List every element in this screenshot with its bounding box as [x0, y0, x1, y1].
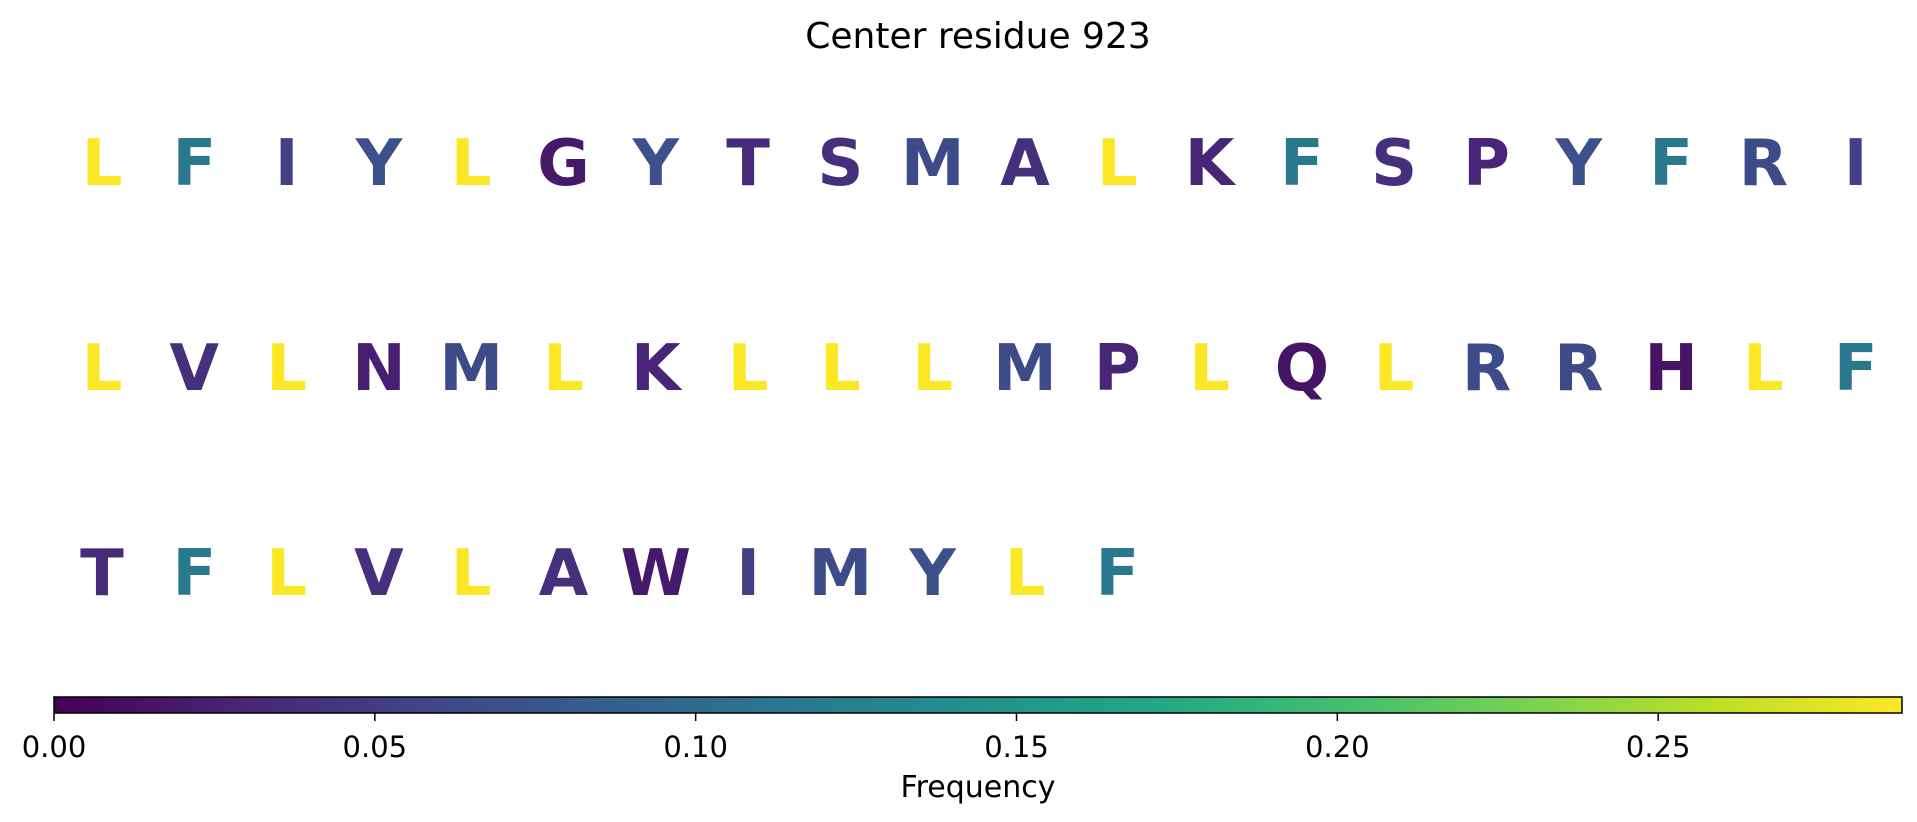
residue-letter: H	[1644, 332, 1698, 406]
residue-letter: F	[1834, 332, 1878, 406]
residue-letter: S	[817, 127, 863, 201]
residue-letter: F	[1280, 127, 1324, 201]
residue-letter: L	[451, 127, 492, 201]
residue-letter: L	[82, 332, 123, 406]
colorbar-tick-label: 0.10	[663, 730, 728, 764]
residue-letter: T	[726, 127, 770, 201]
colorbar-tick-label: 0.25	[1626, 730, 1691, 764]
residue-letter: F	[1095, 537, 1139, 611]
residue-letter: V	[170, 332, 220, 406]
residue-letter: F	[1649, 127, 1693, 201]
residue-letter: Y	[632, 127, 680, 201]
colorbar-tick-label: 0.20	[1305, 730, 1370, 764]
residue-letter: F	[172, 537, 216, 611]
colorbar-ticks: 0.00 0.05 0.10 0.15 0.20 0.25	[22, 713, 1691, 764]
residue-letter: L	[451, 537, 492, 611]
residue-letter: L	[1743, 332, 1784, 406]
residue-letter: Q	[1275, 332, 1329, 406]
residue-letter: L	[1189, 332, 1230, 406]
residue-letter: K	[631, 332, 683, 406]
residue-letter: L	[912, 332, 953, 406]
residue-letter: L	[82, 127, 123, 201]
colorbar: 0.00 0.05 0.10 0.15 0.20 0.25 Frequency	[22, 696, 1903, 805]
residue-letter: A	[539, 537, 589, 611]
residue-letter: I	[736, 537, 760, 611]
residue-letter: T	[80, 537, 124, 611]
residue-letter: Y	[909, 537, 957, 611]
residue-letter: P	[1094, 332, 1141, 406]
residue-letter: L	[820, 332, 861, 406]
residue-letter: M	[993, 332, 1057, 406]
residue-letter: S	[1371, 127, 1417, 201]
colorbar-label: Frequency	[901, 770, 1056, 805]
colorbar-gradient	[53, 696, 1903, 714]
residue-letter: M	[901, 127, 965, 201]
residue-letter: P	[1463, 127, 1510, 201]
residue-letter: G	[537, 127, 590, 201]
residue-letter: V	[354, 537, 404, 611]
residue-letter: R	[1462, 332, 1511, 406]
residue-letter: F	[172, 127, 216, 201]
residue-letter: I	[275, 127, 299, 201]
residue-letter: M	[439, 332, 503, 406]
residue-letter: L	[1005, 537, 1046, 611]
colorbar-tick-label: 0.00	[22, 730, 87, 764]
residue-letter: N	[352, 332, 406, 406]
residue-letter: L	[1374, 332, 1415, 406]
residue-letter: W	[621, 537, 692, 611]
residue-letter: I	[1844, 127, 1868, 201]
colorbar-tick-label: 0.05	[343, 730, 408, 764]
residue-letter: L	[543, 332, 584, 406]
residue-letter: M	[809, 537, 873, 611]
residue-letter: L	[266, 332, 307, 406]
residue-letter: L	[1097, 127, 1138, 201]
residue-letter: R	[1554, 332, 1603, 406]
residue-letter: L	[728, 332, 769, 406]
colorbar-tick-label: 0.15	[984, 730, 1049, 764]
residue-letter: A	[1000, 127, 1050, 201]
residue-grid: L F I Y L G Y T S M A L K F S P Y F R IL V L N M L K L L L M P L Q L R R H L F…	[80, 127, 1877, 611]
residue-letter: L	[266, 537, 307, 611]
chart-title: Center residue 923	[805, 16, 1151, 57]
residue-letter: R	[1739, 127, 1788, 201]
residue-letter: Y	[1555, 127, 1603, 201]
residue-letter: K	[1185, 127, 1237, 201]
residue-letter: Y	[355, 127, 403, 201]
